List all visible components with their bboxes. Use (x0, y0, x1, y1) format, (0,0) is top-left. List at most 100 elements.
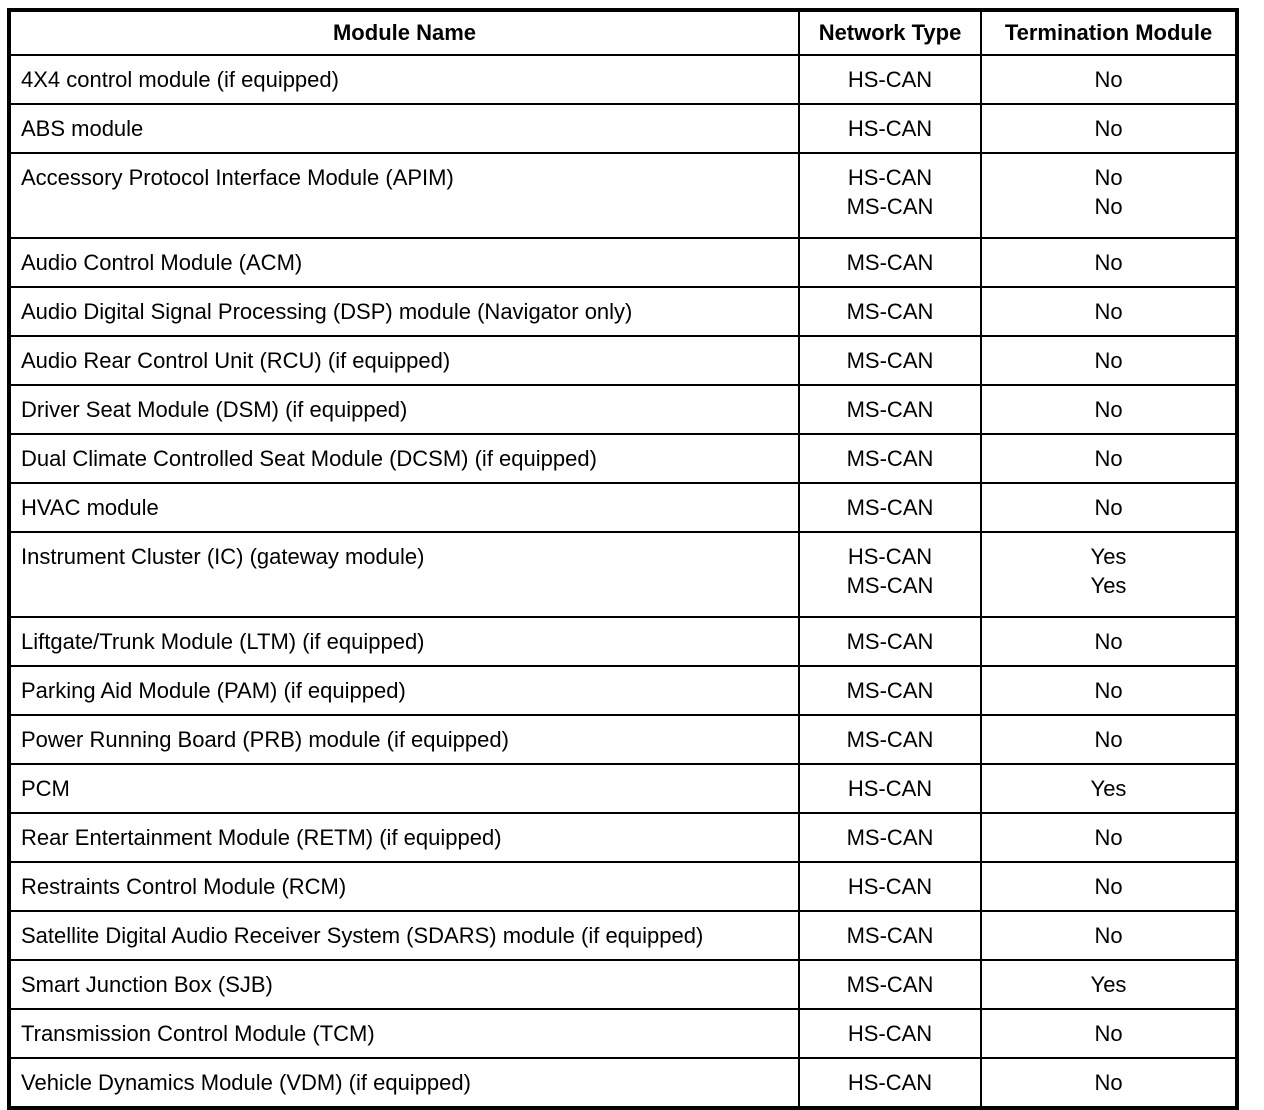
network-type-value: MS-CAN (846, 446, 934, 471)
table-body: 4X4 control module (if equipped) HS-CAN No… (8, 54, 1238, 1109)
table-row: Transmission Control Module (TCM) HS-CAN N… (8, 1008, 1238, 1059)
network-type-value: MS-CAN (846, 299, 934, 324)
table-row: Audio Rear Control Unit (RCU) (if equipp… (8, 335, 1238, 386)
module-name-cell: Instrument Cluster (IC) (gateway module) (8, 531, 800, 618)
module-name-cell: Smart Junction Box (SJB) (8, 959, 800, 1010)
module-name-cell: PCM (8, 763, 800, 814)
termination-module-value: No (1094, 348, 1123, 373)
table-row: Audio Control Module (ACM) MS-CAN No (8, 237, 1238, 288)
termination-module-value: No (1094, 874, 1123, 899)
termination-module-cell: Yes Yes (980, 531, 1238, 618)
module-name-cell: Transmission Control Module (TCM) (8, 1008, 800, 1059)
termination-module-cell: No (980, 665, 1238, 716)
network-type-value: MS-CAN (846, 825, 934, 850)
col-header-network-type: Network Type (798, 9, 982, 56)
table-row: 4X4 control module (if equipped) HS-CAN No (8, 54, 1238, 105)
network-type-cell: HS-CAN MS-CAN (798, 531, 982, 618)
col-header-termination-module: Termination Module (980, 9, 1238, 56)
module-name-cell: Power Running Board (PRB) module (if equ… (8, 714, 800, 765)
network-type-cell: MS-CAN (798, 237, 982, 288)
termination-module-cell: Yes (980, 959, 1238, 1010)
table-row: Satellite Digital Audio Receiver System … (8, 910, 1238, 961)
network-type-value: MS-CAN (846, 727, 934, 752)
col-header-module-name: Module Name (8, 9, 800, 56)
termination-module-value: No (1094, 495, 1123, 520)
module-name-cell: Audio Control Module (ACM) (8, 237, 800, 288)
network-type-cell: MS-CAN (798, 335, 982, 386)
network-type-value: MS-CAN (846, 678, 934, 703)
table-row: Audio Digital Signal Processing (DSP) mo… (8, 286, 1238, 337)
network-type-value: MS-CAN (846, 194, 934, 219)
table-row: ABS module HS-CAN No (8, 103, 1238, 154)
table-row: Driver Seat Module (DSM) (if equipped) MS… (8, 384, 1238, 435)
termination-module-cell: No (980, 54, 1238, 105)
termination-module-cell: No (980, 237, 1238, 288)
table-row: Rear Entertainment Module (RETM) (if equ… (8, 812, 1238, 863)
module-name-cell: Parking Aid Module (PAM) (if equipped) (8, 665, 800, 716)
termination-module-value: Yes (1090, 972, 1127, 997)
termination-module-value: No (1094, 1070, 1123, 1095)
termination-module-value: No (1094, 250, 1123, 275)
network-type-value: HS-CAN (847, 776, 933, 801)
header-row: Module Name Network Type Termination Mod… (8, 9, 1238, 56)
module-name-cell: Restraints Control Module (RCM) (8, 861, 800, 912)
termination-module-value: No (1094, 165, 1123, 190)
module-name-cell: Satellite Digital Audio Receiver System … (8, 910, 800, 961)
table-row: Parking Aid Module (PAM) (if equipped) MS… (8, 665, 1238, 716)
module-name-cell: Liftgate/Trunk Module (LTM) (if equipped… (8, 616, 800, 667)
termination-module-cell: No (980, 433, 1238, 484)
network-type-value: HS-CAN (847, 1021, 933, 1046)
termination-module-value: No (1094, 629, 1123, 654)
termination-module-value: Yes (1090, 544, 1127, 569)
table-row: Accessory Protocol Interface Module (API… (8, 152, 1238, 239)
termination-module-cell: No (980, 910, 1238, 961)
termination-module-value: No (1094, 1021, 1123, 1046)
network-type-cell: MS-CAN (798, 286, 982, 337)
network-type-cell: HS-CAN (798, 763, 982, 814)
termination-module-value: No (1094, 678, 1123, 703)
table-row: HVAC module MS-CAN No (8, 482, 1238, 533)
termination-module-cell: No (980, 714, 1238, 765)
table-row: Vehicle Dynamics Module (VDM) (if equipp… (8, 1057, 1238, 1109)
termination-module-cell: No (980, 384, 1238, 435)
table-row: PCM HS-CAN Yes (8, 763, 1238, 814)
network-type-cell: HS-CAN (798, 103, 982, 154)
network-type-cell: MS-CAN (798, 433, 982, 484)
network-type-value: MS-CAN (846, 250, 934, 275)
network-type-cell: MS-CAN (798, 714, 982, 765)
module-name-cell: Audio Rear Control Unit (RCU) (if equipp… (8, 335, 800, 386)
network-type-cell: HS-CAN (798, 861, 982, 912)
module-network-table-container: Module Name Network Type Termination Mod… (7, 8, 1239, 1110)
network-type-cell: HS-CAN MS-CAN (798, 152, 982, 239)
network-type-cell: HS-CAN (798, 1057, 982, 1109)
module-name-cell: Accessory Protocol Interface Module (API… (8, 152, 800, 239)
table-row: Smart Junction Box (SJB) MS-CAN Yes (8, 959, 1238, 1010)
network-type-value: MS-CAN (846, 629, 934, 654)
termination-module-value: No (1094, 397, 1123, 422)
module-name-cell: Audio Digital Signal Processing (DSP) mo… (8, 286, 800, 337)
network-type-value: MS-CAN (846, 348, 934, 373)
network-type-cell: HS-CAN (798, 1008, 982, 1059)
termination-module-value: No (1094, 923, 1123, 948)
network-type-value: HS-CAN (847, 874, 933, 899)
termination-module-value: No (1094, 116, 1123, 141)
termination-module-cell: Yes (980, 763, 1238, 814)
termination-module-cell: No No (980, 152, 1238, 239)
table-row: Restraints Control Module (RCM) HS-CAN No (8, 861, 1238, 912)
module-network-table: Module Name Network Type Termination Mod… (7, 8, 1239, 1110)
network-type-cell: MS-CAN (798, 812, 982, 863)
termination-module-value: No (1094, 299, 1123, 324)
termination-module-cell: No (980, 616, 1238, 667)
network-type-value: HS-CAN (847, 544, 933, 569)
termination-module-cell: No (980, 1057, 1238, 1109)
network-type-cell: MS-CAN (798, 482, 982, 533)
termination-module-cell: No (980, 335, 1238, 386)
module-name-cell: ABS module (8, 103, 800, 154)
table-row: Liftgate/Trunk Module (LTM) (if equipped… (8, 616, 1238, 667)
module-name-cell: 4X4 control module (if equipped) (8, 54, 800, 105)
termination-module-value: No (1094, 194, 1123, 219)
module-name-cell: Vehicle Dynamics Module (VDM) (if equipp… (8, 1057, 800, 1109)
termination-module-value: No (1094, 446, 1123, 471)
module-name-cell: HVAC module (8, 482, 800, 533)
termination-module-cell: No (980, 103, 1238, 154)
